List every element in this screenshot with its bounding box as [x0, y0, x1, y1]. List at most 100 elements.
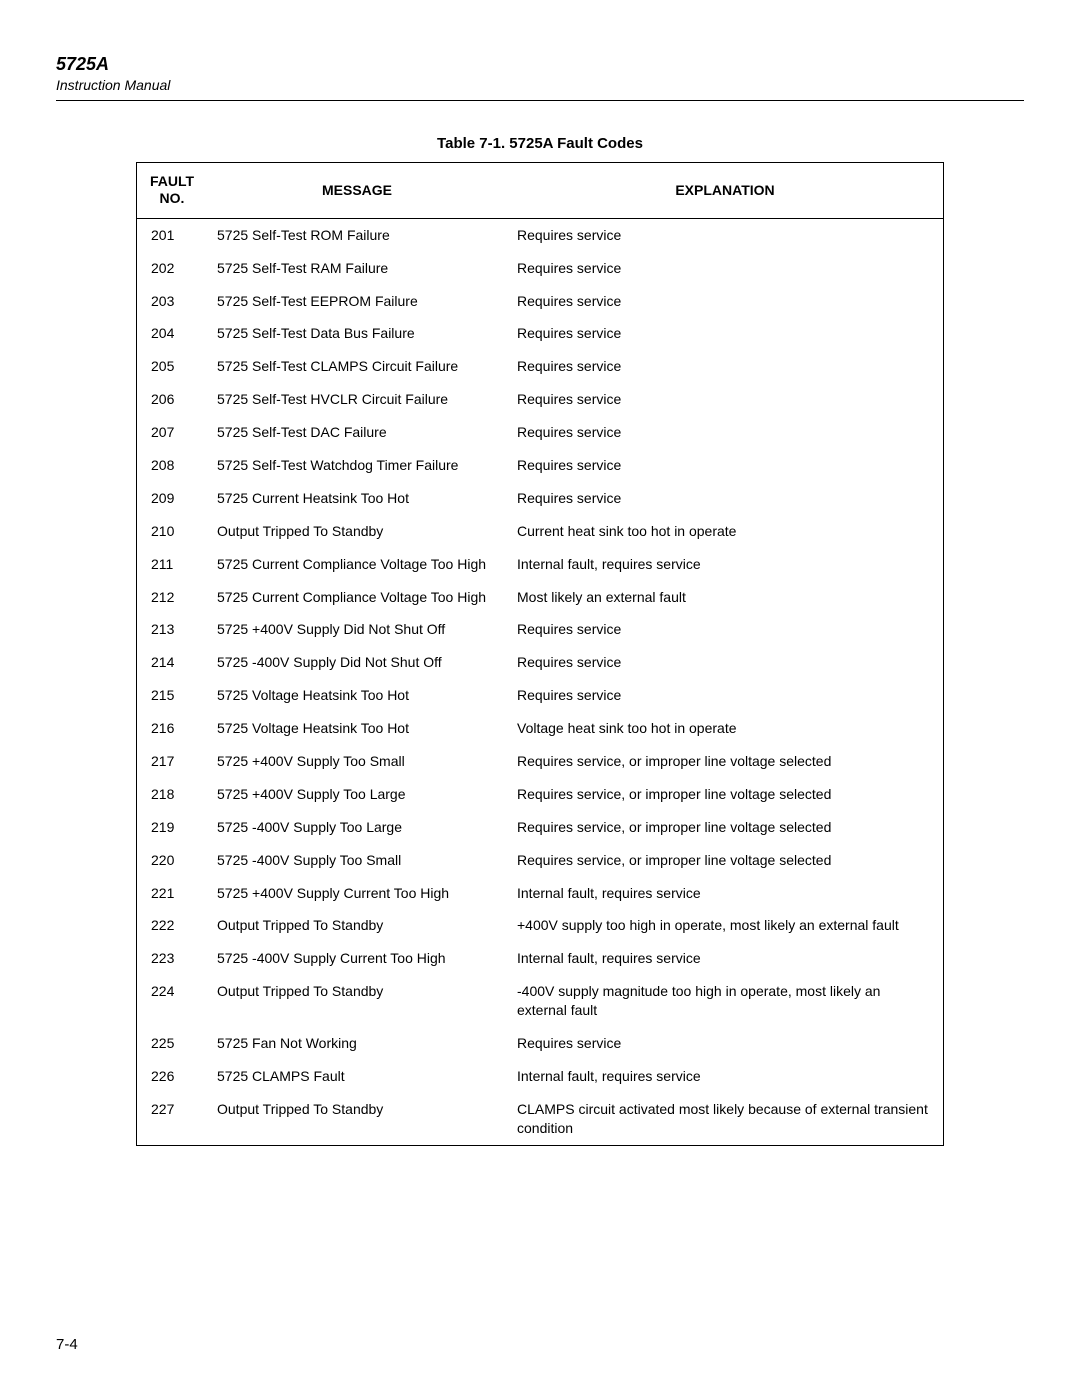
cell-message: 5725 Self-Test HVCLR Circuit Failure — [207, 383, 507, 416]
fault-codes-table: FAULT NO. MESSAGE EXPLANATION 2015725 Se… — [137, 163, 943, 1145]
cell-explanation: Requires service — [507, 285, 943, 318]
table-row: 2215725 +400V Supply Current Too HighInt… — [137, 877, 943, 910]
table-row: 2175725 +400V Supply Too SmallRequires s… — [137, 745, 943, 778]
table-row: 2255725 Fan Not WorkingRequires service — [137, 1027, 943, 1060]
table-row: 2035725 Self-Test EEPROM FailureRequires… — [137, 285, 943, 318]
table-row: 2265725 CLAMPS FaultInternal fault, requ… — [137, 1060, 943, 1093]
cell-fault-no: 227 — [137, 1093, 207, 1145]
cell-message: 5725 Self-Test EEPROM Failure — [207, 285, 507, 318]
page-header: 5725A Instruction Manual — [56, 54, 1024, 94]
table-row: 2205725 -400V Supply Too SmallRequires s… — [137, 844, 943, 877]
cell-message: 5725 -400V Supply Current Too High — [207, 942, 507, 975]
cell-message: 5725 -400V Supply Did Not Shut Off — [207, 646, 507, 679]
table-row: 224Output Tripped To Standby-400V supply… — [137, 975, 943, 1027]
cell-fault-no: 225 — [137, 1027, 207, 1060]
cell-fault-no: 208 — [137, 449, 207, 482]
cell-message: 5725 Self-Test DAC Failure — [207, 416, 507, 449]
fault-codes-table-wrap: FAULT NO. MESSAGE EXPLANATION 2015725 Se… — [136, 162, 944, 1146]
table-row: 227Output Tripped To StandbyCLAMPS circu… — [137, 1093, 943, 1145]
cell-fault-no: 223 — [137, 942, 207, 975]
cell-fault-no: 220 — [137, 844, 207, 877]
cell-explanation: Requires service — [507, 646, 943, 679]
table-row: 2185725 +400V Supply Too LargeRequires s… — [137, 778, 943, 811]
cell-explanation: Requires service — [507, 449, 943, 482]
cell-fault-no: 204 — [137, 317, 207, 350]
cell-explanation: Requires service — [507, 218, 943, 251]
table-row: 2145725 -400V Supply Did Not Shut OffReq… — [137, 646, 943, 679]
col-header-explanation: EXPLANATION — [507, 163, 943, 219]
table-row: 2055725 Self-Test CLAMPS Circuit Failure… — [137, 350, 943, 383]
cell-explanation: CLAMPS circuit activated most likely bec… — [507, 1093, 943, 1145]
cell-fault-no: 203 — [137, 285, 207, 318]
cell-explanation: Voltage heat sink too hot in operate — [507, 712, 943, 745]
cell-explanation: Requires service — [507, 383, 943, 416]
cell-message: 5725 Voltage Heatsink Too Hot — [207, 679, 507, 712]
cell-fault-no: 224 — [137, 975, 207, 1027]
model-number: 5725A — [56, 54, 1024, 76]
col-header-message: MESSAGE — [207, 163, 507, 219]
table-header-row: FAULT NO. MESSAGE EXPLANATION — [137, 163, 943, 219]
cell-explanation: Requires service, or improper line volta… — [507, 811, 943, 844]
col-header-fault: FAULT NO. — [137, 163, 207, 219]
cell-message: 5725 Fan Not Working — [207, 1027, 507, 1060]
table-row: 2135725 +400V Supply Did Not Shut OffReq… — [137, 613, 943, 646]
cell-explanation: Requires service, or improper line volta… — [507, 844, 943, 877]
cell-message: Output Tripped To Standby — [207, 909, 507, 942]
col-header-explanation-text: EXPLANATION — [675, 182, 774, 198]
cell-message: 5725 CLAMPS Fault — [207, 1060, 507, 1093]
cell-fault-no: 211 — [137, 548, 207, 581]
cell-message: Output Tripped To Standby — [207, 515, 507, 548]
cell-fault-no: 213 — [137, 613, 207, 646]
cell-fault-no: 212 — [137, 581, 207, 614]
cell-fault-no: 221 — [137, 877, 207, 910]
table-row: 2025725 Self-Test RAM FailureRequires se… — [137, 252, 943, 285]
table-row: 2235725 -400V Supply Current Too HighInt… — [137, 942, 943, 975]
cell-fault-no: 215 — [137, 679, 207, 712]
cell-fault-no: 219 — [137, 811, 207, 844]
cell-explanation: Requires service, or improper line volta… — [507, 745, 943, 778]
table-row: 222Output Tripped To Standby+400V supply… — [137, 909, 943, 942]
cell-explanation: Most likely an external fault — [507, 581, 943, 614]
cell-explanation: Requires service — [507, 679, 943, 712]
header-rule — [56, 100, 1024, 101]
cell-message: 5725 -400V Supply Too Large — [207, 811, 507, 844]
table-row: 2085725 Self-Test Watchdog Timer Failure… — [137, 449, 943, 482]
cell-fault-no: 214 — [137, 646, 207, 679]
table-row: 2195725 -400V Supply Too LargeRequires s… — [137, 811, 943, 844]
col-header-message-text: MESSAGE — [322, 182, 392, 198]
page: 5725A Instruction Manual Table 7-1. 5725… — [0, 0, 1080, 1397]
cell-fault-no: 222 — [137, 909, 207, 942]
table-row: 2165725 Voltage Heatsink Too HotVoltage … — [137, 712, 943, 745]
cell-message: 5725 Current Compliance Voltage Too High — [207, 548, 507, 581]
cell-message: Output Tripped To Standby — [207, 1093, 507, 1145]
cell-fault-no: 202 — [137, 252, 207, 285]
page-number: 7-4 — [56, 1336, 78, 1353]
cell-explanation: Requires service — [507, 317, 943, 350]
table-row: 2065725 Self-Test HVCLR Circuit FailureR… — [137, 383, 943, 416]
cell-message: 5725 +400V Supply Did Not Shut Off — [207, 613, 507, 646]
cell-message: 5725 Voltage Heatsink Too Hot — [207, 712, 507, 745]
cell-fault-no: 216 — [137, 712, 207, 745]
cell-fault-no: 201 — [137, 218, 207, 251]
cell-message: 5725 -400V Supply Too Small — [207, 844, 507, 877]
cell-message: 5725 Self-Test ROM Failure — [207, 218, 507, 251]
col-header-fault-text: FAULT NO. — [150, 173, 194, 207]
cell-fault-no: 207 — [137, 416, 207, 449]
cell-explanation: Requires service — [507, 482, 943, 515]
cell-explanation: Requires service — [507, 416, 943, 449]
table-row: 2095725 Current Heatsink Too HotRequires… — [137, 482, 943, 515]
cell-explanation: Requires service, or improper line volta… — [507, 778, 943, 811]
cell-explanation: Internal fault, requires service — [507, 548, 943, 581]
cell-message: 5725 Self-Test CLAMPS Circuit Failure — [207, 350, 507, 383]
cell-explanation: -400V supply magnitude too high in opera… — [507, 975, 943, 1027]
cell-explanation: Requires service — [507, 1027, 943, 1060]
cell-fault-no: 209 — [137, 482, 207, 515]
cell-message: 5725 Self-Test Watchdog Timer Failure — [207, 449, 507, 482]
cell-message: 5725 Current Compliance Voltage Too High — [207, 581, 507, 614]
table-row: 2125725 Current Compliance Voltage Too H… — [137, 581, 943, 614]
cell-explanation: Internal fault, requires service — [507, 1060, 943, 1093]
cell-fault-no: 226 — [137, 1060, 207, 1093]
cell-fault-no: 206 — [137, 383, 207, 416]
cell-explanation: Current heat sink too hot in operate — [507, 515, 943, 548]
cell-fault-no: 217 — [137, 745, 207, 778]
